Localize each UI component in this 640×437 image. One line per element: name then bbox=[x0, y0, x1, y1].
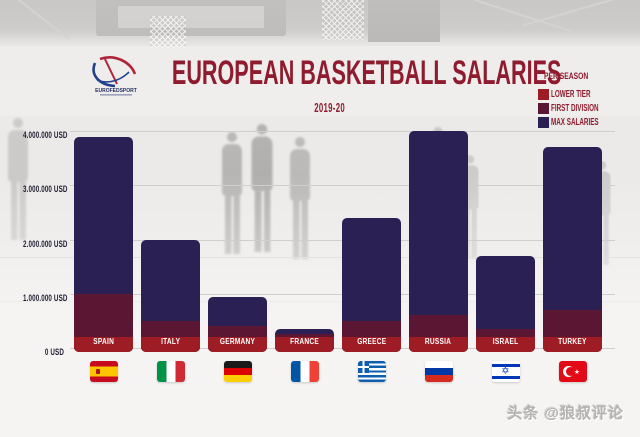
bar-italy: ITALY bbox=[141, 239, 200, 352]
israel-flag-icon: ✡ bbox=[491, 361, 520, 382]
bar-france: FRANCE bbox=[275, 329, 334, 352]
chart-title: EUROPEAN BASKETBALL SALARIES bbox=[171, 54, 562, 92]
bar-russia: RUSSIA bbox=[409, 131, 468, 352]
country-label: SPAIN bbox=[93, 337, 114, 347]
segment-lower-tier bbox=[208, 337, 267, 352]
y-axis-tick-label: 4.000.000 USD bbox=[22, 130, 68, 142]
country-label: GREECE bbox=[356, 337, 387, 347]
segment-lower-tier bbox=[141, 337, 200, 352]
segment-lower-tier bbox=[476, 337, 535, 352]
logo-text: EUROFEDSPORT bbox=[95, 88, 137, 94]
star-of-david-icon: ✡ bbox=[501, 366, 510, 377]
france-flag-icon bbox=[290, 361, 319, 382]
bar-greece: GREECE bbox=[342, 217, 401, 352]
country-label: ITALY bbox=[160, 337, 181, 347]
legend-item-first-division: FIRST DIVISION bbox=[538, 102, 630, 114]
chart-subtitle: 2019-20 bbox=[314, 100, 346, 115]
segment-lower-tier bbox=[409, 337, 468, 352]
y-axis-tick-label: 0 USD bbox=[44, 347, 64, 358]
eurofedsport-logo: EUROFEDSPORT bbox=[92, 56, 137, 96]
bar-turkey: TURKEY bbox=[543, 147, 602, 352]
segment-lower-tier bbox=[543, 337, 602, 352]
legend-heading: PER SEASON bbox=[544, 71, 589, 81]
watermark-text: 头条 @狼叔评论 bbox=[507, 405, 624, 422]
crescent-star-icon: ★ bbox=[574, 368, 580, 376]
legend-item-max-salaries: MAX SALARIES bbox=[538, 116, 630, 128]
y-axis-tick-label: 3.000.000 USD bbox=[22, 184, 68, 196]
greece-flag-icon bbox=[357, 361, 386, 382]
bar-israel: ISRAEL bbox=[476, 255, 535, 352]
segment-lower-tier bbox=[74, 337, 133, 352]
y-axis-tick-label: 2.000.000 USD bbox=[22, 238, 68, 250]
spain-crest-icon bbox=[96, 369, 100, 374]
segment-lower-tier bbox=[275, 337, 334, 352]
germany-flag-icon bbox=[223, 361, 252, 382]
legend-item-lower-tier: LOWER TIER bbox=[538, 88, 617, 100]
russia-flag-icon bbox=[424, 361, 453, 382]
bar-spain: SPAIN bbox=[74, 136, 133, 352]
spain-flag-icon bbox=[89, 361, 118, 382]
bar-germany: GERMANY bbox=[208, 296, 267, 352]
first-division-swatch bbox=[538, 102, 549, 114]
y-axis-tick-label: 1.000.000 USD bbox=[22, 292, 68, 304]
italy-flag-icon bbox=[156, 361, 185, 382]
country-label: RUSSIA bbox=[425, 337, 452, 347]
country-label: TURKEY bbox=[558, 337, 587, 347]
country-label: ISRAEL bbox=[492, 337, 519, 347]
segment-lower-tier bbox=[342, 337, 401, 352]
country-label: FRANCE bbox=[290, 337, 319, 347]
country-label: GERMANY bbox=[219, 337, 256, 347]
watermark: 头条 @狼叔评论 bbox=[507, 402, 624, 423]
lower-tier-swatch bbox=[538, 88, 549, 100]
gridline bbox=[70, 131, 615, 133]
max-salaries-swatch bbox=[538, 116, 549, 128]
gridline bbox=[70, 185, 615, 187]
turkey-flag-icon: ★ bbox=[558, 361, 587, 382]
